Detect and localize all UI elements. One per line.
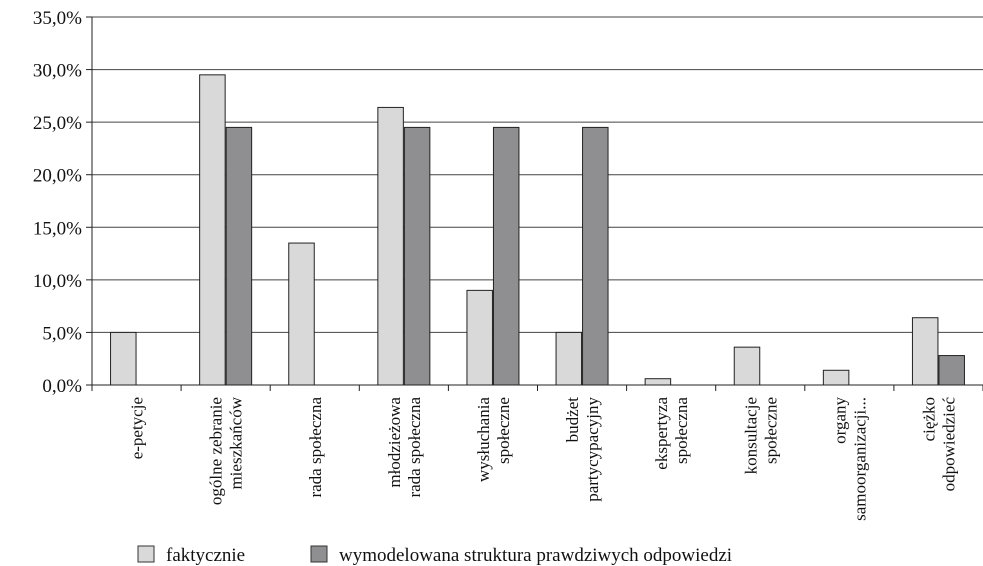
x-category-label-3: młodzieżowa rada społeczna [385, 397, 424, 498]
legend-label-faktycznie: faktycznie [166, 545, 245, 566]
x-category-label-8: organy samoorganizacji... [830, 397, 869, 521]
bar-wymodelowana-3 [403, 126, 431, 386]
x-axis-category-labels: e-petycje ogólne zebranie mieszkańców rada … [128, 396, 959, 521]
y-tick-label: 10,0% [33, 271, 82, 292]
x-category-label-line: młodzieżowa [385, 397, 404, 488]
y-tick-label: 30,0% [33, 61, 82, 82]
bar-wymodelowana-9 [938, 355, 965, 386]
x-category-label-line: wysłuchania [474, 397, 493, 482]
y-tick-label: 25,0% [33, 113, 82, 134]
bar-faktycznie-6 [644, 378, 672, 386]
x-category-label-0: e-petycje [128, 397, 147, 459]
bar-wymodelowana-4 [492, 126, 520, 386]
axes [91, 17, 983, 391]
bar-faktycznie-7 [733, 346, 761, 386]
x-category-label-line: samoorganizacji... [850, 397, 869, 521]
legend-swatch-faktycznie [137, 545, 155, 563]
y-tick-label: 0,0% [42, 376, 82, 397]
bar-faktycznie-2 [288, 242, 315, 386]
x-category-label-line: ciężko [919, 397, 938, 441]
x-category-label-line: konsultacje [741, 397, 760, 474]
bar-faktycznie-4 [466, 289, 493, 386]
legend-label-wymodelowana: wymodelowana struktura prawdziwych odpow… [339, 545, 732, 566]
x-category-label-line: rada społeczna [405, 397, 424, 498]
x-category-label-line: społeczna [672, 397, 691, 464]
x-category-label-line: odpowiedzieć [939, 397, 958, 492]
x-category-label-line: e-petycje [128, 397, 147, 459]
legend: faktycznie wymodelowana struktura prawdz… [137, 545, 732, 566]
x-category-label-line: rada społeczna [306, 397, 325, 498]
x-category-label-line: organy [830, 397, 849, 444]
bar-wymodelowana-5 [582, 126, 609, 386]
x-category-label-line: partycypacyjny [583, 397, 602, 502]
x-category-label-2: rada społeczna [306, 397, 325, 498]
x-category-label-1: ogólne zebranie mieszkańców [207, 396, 246, 505]
bar-faktycznie-3 [377, 106, 404, 386]
y-axis-tick-labels: 0,0% 5,0% 10,0% 15,0% 20,0% 25,0% 30,0% 35,0% [33, 8, 82, 397]
x-category-label-line: mieszkańców [227, 396, 246, 489]
y-tick-label: 20,0% [33, 166, 82, 187]
x-category-label-9: ciężko odpowiedzieć [919, 397, 958, 492]
legend-swatch-wymodelowana [310, 545, 328, 563]
x-category-label-line: społeczne [494, 397, 513, 464]
bar-faktycznie-0 [110, 331, 137, 386]
bar-faktycznie-1 [199, 74, 226, 386]
y-tick-label: 35,0% [33, 8, 82, 29]
y-tick-label: 15,0% [33, 218, 82, 239]
bar-faktycznie-9 [911, 317, 939, 386]
x-category-label-5: budżet partycypacyjny [563, 397, 602, 502]
bar-faktycznie-8 [822, 369, 850, 386]
x-category-label-4: wysłuchania społeczne [474, 397, 513, 482]
x-category-label-line: budżet [563, 397, 582, 443]
y-tick-label: 5,0% [42, 323, 82, 344]
x-category-label-6: ekspertyza społeczna [652, 397, 691, 470]
bar-wymodelowana-1 [225, 126, 253, 386]
x-category-label-7: konsultacje społeczne [741, 397, 780, 474]
x-category-label-line: ekspertyza [652, 397, 671, 470]
bars [110, 74, 965, 386]
x-category-label-line: ogólne zebranie [207, 397, 226, 505]
bar-faktycznie-5 [555, 331, 583, 386]
x-category-label-line: społeczne [761, 397, 780, 464]
